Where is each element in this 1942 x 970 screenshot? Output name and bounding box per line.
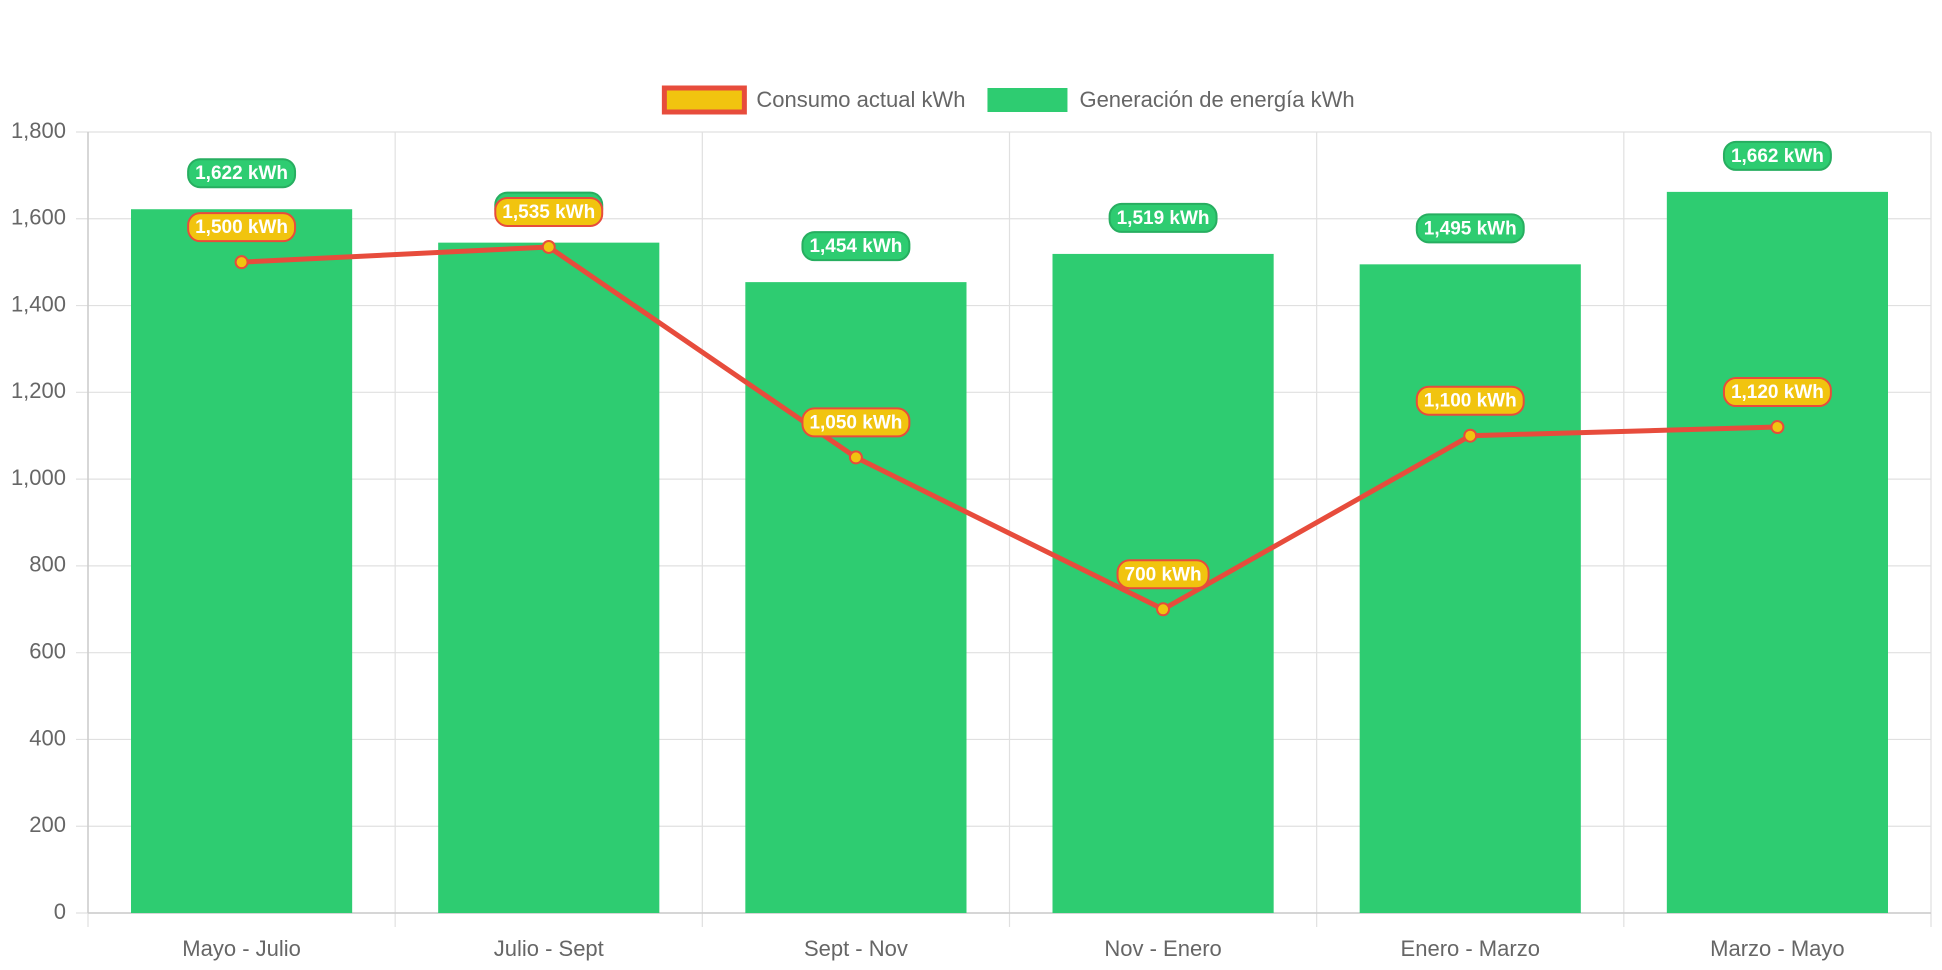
- legend-label: Consumo actual kWh: [756, 87, 965, 112]
- x-tick-label: Marzo - Mayo: [1710, 936, 1844, 961]
- value-label-text: 1,100 kWh: [1424, 391, 1517, 412]
- point: [234, 255, 249, 270]
- value-label-box: [801, 407, 911, 438]
- y-tick-label: 400: [29, 725, 66, 750]
- value-label-box: [801, 231, 911, 262]
- value-label-text: 1,120 kWh: [1731, 382, 1824, 403]
- value-label-text: 1,519 kWh: [1117, 208, 1210, 229]
- value-label: 1,535 kWh: [494, 196, 604, 227]
- y-tick-label: 1,800: [11, 118, 66, 143]
- value-label: 1,454 kWh: [801, 231, 911, 262]
- x-tick-label: Julio - Sept: [494, 936, 604, 961]
- point: [1770, 420, 1785, 435]
- y-tick-label: 600: [29, 638, 66, 663]
- value-label-text: 1,050 kWh: [809, 412, 902, 433]
- y-tick-label: 1,400: [11, 291, 66, 316]
- legend: Consumo actual kWh Generación de energía …: [661, 85, 1355, 115]
- value-label: 1,495 kWh: [1415, 213, 1525, 244]
- value-label-box: [187, 212, 297, 243]
- value-label-text: 1,495 kWh: [1424, 218, 1517, 239]
- bar: [1666, 191, 1888, 914]
- x-tick-label: Mayo - Julio: [182, 936, 301, 961]
- x-tick-label: Nov - Enero: [1104, 936, 1221, 961]
- value-label-text: 1,454 kWh: [809, 236, 902, 257]
- value-label-box: [494, 196, 604, 227]
- value-label-text: 1,662 kWh: [1731, 146, 1824, 167]
- legend-item: Generación de energía kWh: [987, 87, 1355, 112]
- value-label: 1,500 kWh: [187, 212, 297, 243]
- line: [241, 244, 1778, 612]
- bar: [131, 209, 353, 913]
- value-label-text: 1,622 kWh: [195, 163, 288, 184]
- legend-label: Generación de energía kWh: [1079, 87, 1354, 112]
- value-label-text: 1,535 kWh: [502, 202, 595, 223]
- y-tick-label: 1,200: [11, 378, 66, 403]
- value-label-box: [1415, 385, 1525, 416]
- bar: [1359, 264, 1581, 913]
- y-tick-label: 800: [29, 552, 66, 577]
- value-label-box: [1722, 377, 1832, 408]
- value-label-text: 1,500 kWh: [195, 217, 288, 238]
- legend-swatch: [987, 88, 1068, 112]
- value-label: 1,519 kWh: [1108, 202, 1218, 233]
- value-label: 700 kWh: [1116, 559, 1210, 590]
- value-label-text: 700 kWh: [1125, 564, 1202, 585]
- y-tick-label: 0: [54, 899, 66, 924]
- point: [1156, 602, 1171, 617]
- point: [541, 239, 556, 254]
- value-label: 1,100 kWh: [1415, 385, 1525, 416]
- bar: [438, 242, 660, 913]
- legend-swatch: [661, 85, 747, 115]
- value-label-box: [187, 158, 297, 189]
- y-tick-label: 200: [29, 812, 66, 837]
- value-label-box: [1116, 559, 1210, 590]
- value-label: 1,622 kWh: [187, 158, 297, 189]
- value-label: 1,050 kWh: [801, 407, 911, 438]
- value-label-box: [1415, 213, 1525, 244]
- value-label: 1,120 kWh: [1722, 377, 1832, 408]
- value-label-box: [1108, 202, 1218, 233]
- value-label-box: [1722, 140, 1832, 171]
- x-tick-label: Enero - Marzo: [1401, 936, 1540, 961]
- legend-item: Consumo actual kWh: [661, 85, 965, 115]
- y-tick-label: 1,600: [11, 205, 66, 230]
- point: [848, 450, 863, 465]
- bar: [745, 282, 967, 913]
- value-label: 1,662 kWh: [1722, 140, 1832, 171]
- x-tick-label: Sept - Nov: [804, 936, 908, 961]
- y-tick-label: 1,000: [11, 465, 66, 490]
- point: [1463, 428, 1478, 443]
